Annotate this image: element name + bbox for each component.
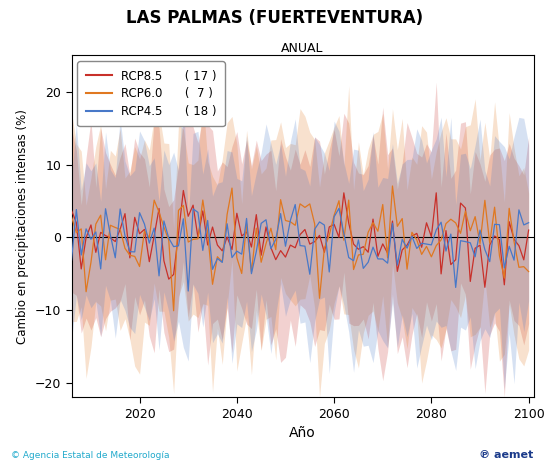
Text: © Agencia Estatal de Meteorología: © Agencia Estatal de Meteorología xyxy=(11,451,169,460)
Y-axis label: Cambio en precipitaciones intensas (%): Cambio en precipitaciones intensas (%) xyxy=(16,109,29,344)
Title: ANUAL: ANUAL xyxy=(281,43,324,55)
Text: LAS PALMAS (FUERTEVENTURA): LAS PALMAS (FUERTEVENTURA) xyxy=(126,9,424,27)
Text: ℗ aemet: ℗ aemet xyxy=(479,450,534,460)
X-axis label: Año: Año xyxy=(289,426,316,440)
Legend: RCP8.5      ( 17 ), RCP6.0      (  7 ), RCP4.5      ( 18 ): RCP8.5 ( 17 ), RCP6.0 ( 7 ), RCP4.5 ( 18… xyxy=(78,61,225,126)
